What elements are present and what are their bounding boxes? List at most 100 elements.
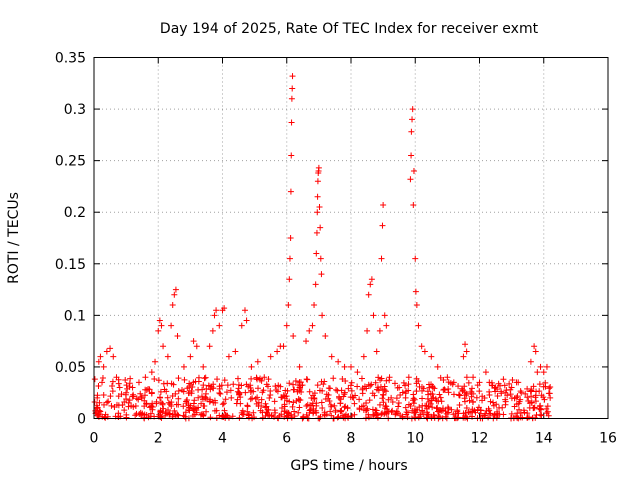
data-point (399, 389, 406, 396)
data-point (158, 414, 165, 421)
data-point (297, 396, 304, 403)
data-point (444, 374, 451, 381)
data-point (445, 409, 452, 416)
data-point (268, 412, 275, 419)
data-point (199, 410, 206, 417)
data-point (141, 411, 148, 418)
data-point (303, 338, 310, 345)
data-point (235, 385, 242, 392)
data-point (373, 348, 380, 355)
data-point (540, 394, 547, 401)
data-point (348, 379, 355, 386)
data-point (206, 343, 213, 350)
data-point (283, 393, 290, 400)
data-point (242, 389, 249, 396)
data-point (295, 409, 302, 416)
data-point (364, 327, 371, 334)
data-point (486, 379, 493, 386)
data-point (96, 399, 103, 406)
data-point (411, 396, 418, 403)
data-point (148, 403, 155, 410)
data-point (141, 392, 148, 399)
data-point (530, 405, 537, 412)
data-point (313, 229, 320, 236)
data-point (411, 414, 418, 421)
data-point (373, 386, 380, 393)
data-point (433, 405, 440, 412)
data-point (227, 387, 234, 394)
data-point (184, 385, 191, 392)
data-point (94, 404, 101, 411)
x-tick-label: 0 (90, 431, 99, 447)
data-point (383, 388, 390, 395)
data-point (239, 407, 246, 414)
data-point (344, 404, 351, 411)
data-point (524, 394, 531, 401)
data-point (130, 391, 137, 398)
data-point (265, 376, 272, 383)
data-point (313, 250, 320, 257)
data-point (544, 403, 551, 410)
data-points (91, 73, 554, 422)
data-point (407, 176, 414, 183)
data-point (524, 385, 531, 392)
data-point (283, 322, 290, 329)
data-point (400, 379, 407, 386)
data-point (435, 398, 442, 405)
data-point (309, 322, 316, 329)
data-point (395, 399, 402, 406)
data-point (115, 410, 122, 417)
data-point (402, 394, 409, 401)
data-point (378, 375, 385, 382)
data-point (463, 374, 470, 381)
data-point (306, 327, 313, 334)
data-point (132, 403, 139, 410)
data-point (437, 394, 444, 401)
data-point (486, 391, 493, 398)
data-point (107, 393, 114, 400)
data-point (413, 388, 420, 395)
y-tick-label: 0.3 (64, 102, 86, 118)
data-point (234, 388, 241, 395)
data-point (415, 378, 422, 385)
data-point (213, 414, 220, 421)
data-point (195, 386, 202, 393)
data-point (123, 382, 130, 389)
data-point (378, 255, 385, 262)
data-point (385, 408, 392, 415)
data-point (318, 399, 325, 406)
data-point (259, 414, 266, 421)
data-point (193, 343, 200, 350)
grid (94, 57, 608, 419)
data-point (201, 402, 208, 409)
data-point (296, 379, 303, 386)
data-point (105, 398, 112, 405)
data-point (180, 403, 187, 410)
data-point (123, 411, 130, 418)
data-point (399, 414, 406, 421)
data-point (162, 412, 169, 419)
data-point (470, 374, 477, 381)
data-point (221, 305, 228, 312)
data-point (251, 414, 258, 421)
data-point (376, 401, 383, 408)
data-point (410, 201, 417, 208)
data-point (405, 374, 412, 381)
data-point (460, 353, 467, 360)
data-point (479, 393, 486, 400)
data-point (322, 396, 329, 403)
data-point (172, 411, 179, 418)
data-point (419, 407, 426, 414)
data-point (418, 343, 425, 350)
data-point (200, 363, 207, 370)
data-point (91, 399, 98, 406)
y-tick-label: 0.05 (55, 360, 86, 376)
data-point (179, 387, 186, 394)
data-point (303, 411, 310, 418)
data-point (233, 400, 240, 407)
data-point (456, 392, 463, 399)
data-point (445, 385, 452, 392)
data-point (456, 402, 463, 409)
data-point (309, 400, 316, 407)
data-point (216, 322, 223, 329)
